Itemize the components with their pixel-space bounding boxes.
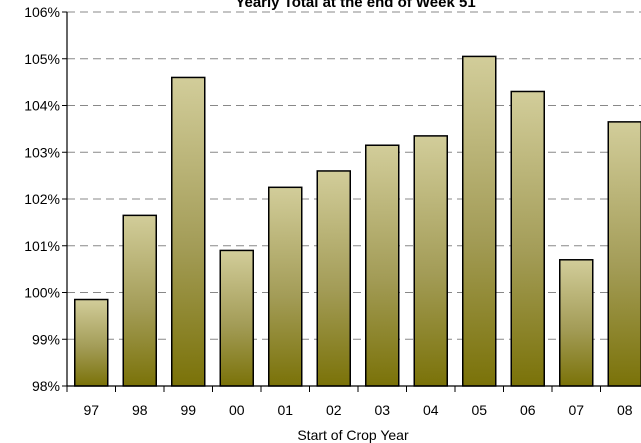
- bar-04: [413, 135, 448, 387]
- x-tick-label: 08: [617, 402, 633, 418]
- x-tick-label: 00: [229, 402, 245, 418]
- x-tick-label: 04: [423, 402, 439, 418]
- x-tick-label: 98: [132, 402, 148, 418]
- bar-00: [219, 249, 254, 387]
- y-tick-label: 101%: [24, 238, 60, 254]
- axes: [62, 11, 641, 392]
- bar-99: [171, 76, 206, 387]
- bar-05: [462, 55, 497, 387]
- x-tick-label: 02: [326, 402, 342, 418]
- y-tick-label: 106%: [24, 4, 60, 20]
- x-tick-label: 03: [374, 402, 390, 418]
- bar-06: [510, 90, 545, 387]
- y-tick-label: 105%: [24, 51, 60, 67]
- chart-title: Yearly Total at the end of Week 51: [235, 0, 476, 11]
- bar-97: [74, 298, 109, 387]
- gridlines: [67, 11, 641, 340]
- bar-07: [559, 259, 594, 387]
- y-tick-label: 99%: [32, 331, 60, 347]
- y-tick-label: 104%: [24, 98, 60, 114]
- bar-08: [607, 121, 641, 387]
- bar-98: [122, 214, 157, 387]
- x-tick-label: 07: [568, 402, 584, 418]
- y-tick-label: 103%: [24, 144, 60, 160]
- x-tick-label: 01: [277, 402, 293, 418]
- x-tick-labels: 97 98 99 00 01 02 03 04 05 06 07 08: [83, 402, 632, 418]
- x-tick-label: 05: [471, 402, 487, 418]
- x-axis-label: Start of Crop Year: [297, 427, 409, 443]
- x-tick-label: 06: [520, 402, 536, 418]
- y-tick-label: 102%: [24, 191, 60, 207]
- bar-01: [268, 186, 303, 387]
- y-tick-label: 98%: [32, 378, 60, 394]
- bar-02: [316, 170, 351, 387]
- y-tick-label: 100%: [24, 285, 60, 301]
- x-tick-label: 99: [180, 402, 196, 418]
- x-tick-label: 97: [83, 402, 99, 418]
- y-tick-labels: 98% 99% 100% 101% 102% 103% 104% 105% 106%: [24, 4, 60, 394]
- bar-03: [365, 144, 400, 387]
